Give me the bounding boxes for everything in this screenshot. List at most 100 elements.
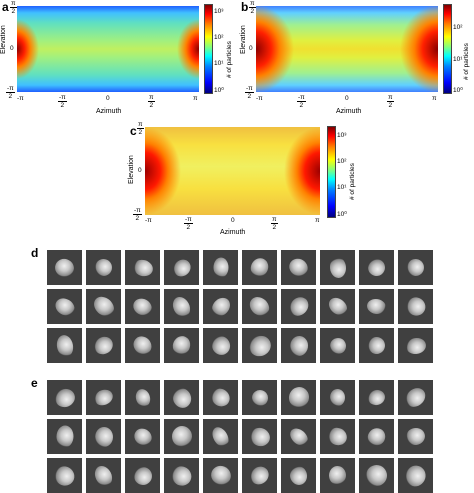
class-average-image [398, 250, 433, 285]
class-average-image [125, 419, 160, 454]
particle-blob [169, 255, 194, 280]
class-average-image [281, 380, 316, 415]
xtick-a-pi: π [193, 95, 198, 102]
particle-blob [401, 384, 430, 411]
xtick-c-negpi: -π [145, 217, 152, 224]
class-average-gallery-e [47, 380, 433, 493]
class-average-image [359, 458, 394, 493]
particle-blob [285, 293, 312, 320]
heatmap-b [256, 6, 438, 92]
particle-blob [55, 425, 74, 448]
particle-blob [51, 294, 78, 319]
particle-blob [285, 255, 312, 280]
class-average-image [281, 289, 316, 324]
particle-blob [94, 258, 113, 277]
xtick-b-neghalf: -π 2 [297, 94, 306, 109]
particle-blob [403, 294, 428, 319]
particle-blob [54, 333, 75, 358]
class-average-image [320, 289, 355, 324]
class-average-image [125, 250, 160, 285]
particle-blob [401, 461, 430, 490]
class-average-image [281, 458, 316, 493]
cbar-a-tick-0: 10³ [214, 8, 224, 15]
class-average-gallery-d [47, 250, 433, 363]
cbar-a-tick-1: 10² [214, 34, 224, 41]
particle-blob [52, 255, 77, 280]
xlabel-b: Azimuth [336, 108, 362, 115]
particle-blob [130, 294, 155, 319]
class-average-image [203, 419, 238, 454]
class-average-image [47, 419, 82, 454]
particle-blob [365, 297, 388, 316]
particle-blob [287, 334, 310, 357]
particle-blob [207, 293, 234, 320]
class-average-image [86, 328, 121, 363]
particle-blob [326, 334, 349, 357]
class-average-image [203, 250, 238, 285]
xlabel-c: Azimuth [220, 229, 246, 236]
ytick-a-zero: 0 [10, 45, 14, 52]
particle-blob [89, 292, 118, 321]
panel-letter-c: c [130, 124, 137, 138]
particle-blob [245, 331, 274, 360]
particle-blob [247, 424, 272, 449]
ytick-c-bottom: -π 2 [133, 207, 142, 222]
particle-blob [213, 257, 228, 278]
xlabel-a: Azimuth [96, 108, 122, 115]
particle-blob [130, 463, 155, 488]
particle-blob [246, 462, 273, 489]
class-average-image [242, 458, 277, 493]
particle-blob [207, 385, 234, 410]
particle-blob [171, 425, 192, 448]
class-average-image [164, 328, 199, 363]
xtick-c-pi: π [315, 217, 320, 224]
class-average-image [359, 250, 394, 285]
heatmap-a [17, 6, 199, 92]
ytick-a-bottom: -π 2 [6, 85, 15, 100]
particle-blob [169, 333, 194, 358]
class-average-image [359, 328, 394, 363]
class-average-image [86, 380, 121, 415]
class-average-image [242, 419, 277, 454]
xtick-c-neghalf: -π 2 [184, 216, 193, 231]
panel-letter-a: a [2, 0, 9, 14]
particle-blob [129, 332, 156, 359]
particle-blob [51, 462, 78, 489]
particle-blob [364, 424, 389, 449]
particle-blob [366, 257, 387, 278]
particle-blob [130, 424, 155, 449]
particle-blob [325, 294, 350, 319]
particle-blob [133, 386, 152, 409]
xtick-b-negpi: -π [256, 95, 263, 102]
particle-blob [329, 388, 346, 407]
class-average-image [47, 380, 82, 415]
class-average-image [359, 419, 394, 454]
cbar-a-label: # of particles [226, 41, 233, 78]
ytick-c-zero: 0 [138, 167, 142, 174]
particle-blob [209, 423, 232, 450]
xtick-a-neghalf: -π 2 [58, 94, 67, 109]
class-average-image [164, 250, 199, 285]
particle-blob [91, 462, 116, 489]
cbar-c-label: # of particles [349, 163, 356, 200]
xtick-a-zero: 0 [106, 95, 110, 102]
particle-blob [364, 463, 389, 488]
cbar-c-tick-2: 10¹ [337, 184, 347, 191]
particle-blob [206, 462, 235, 489]
cbar-b-tick-2: 10⁰ [453, 87, 463, 94]
class-average-image [398, 380, 433, 415]
class-average-image [125, 380, 160, 415]
class-average-image [47, 328, 82, 363]
particle-blob [247, 255, 272, 280]
cbar-b-tick-0: 10² [453, 24, 463, 31]
xtick-b-zero: 0 [345, 95, 349, 102]
class-average-image [203, 289, 238, 324]
class-average-image [320, 250, 355, 285]
class-average-image [320, 380, 355, 415]
class-average-image [320, 328, 355, 363]
particle-blob [167, 462, 196, 489]
class-average-image [398, 289, 433, 324]
